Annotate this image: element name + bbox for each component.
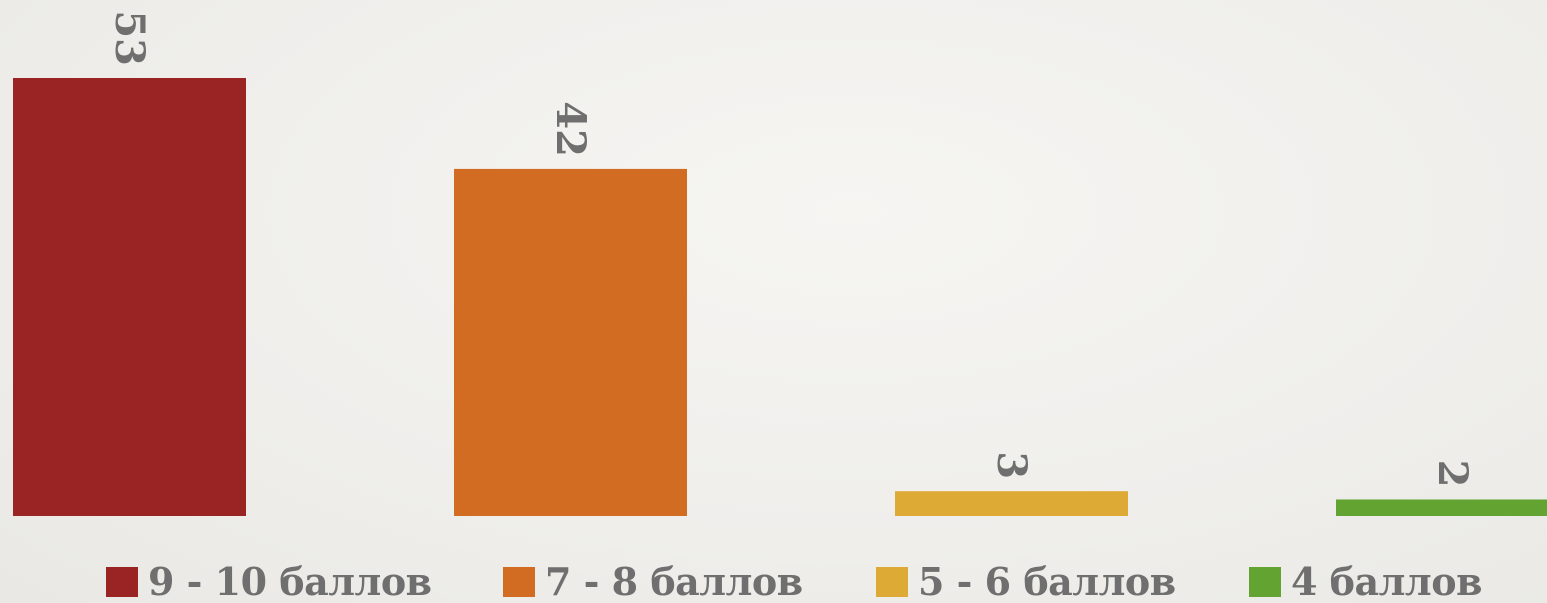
legend-item-1: 7 - 8 баллов xyxy=(503,562,803,602)
chart-plot-area: 53 42 3 2 xyxy=(13,10,1547,517)
legend-item-3: 4 баллов xyxy=(1249,562,1482,602)
bar-value-label-3: 2 xyxy=(1429,460,1476,488)
legend-label-2: 5 - 6 баллов xyxy=(918,559,1176,603)
bar-3 xyxy=(1336,499,1547,516)
bar-value-label-0: 53 xyxy=(106,10,153,66)
legend-swatch-3 xyxy=(1249,567,1281,597)
legend-label-3: 4 баллов xyxy=(1291,559,1482,603)
legend-swatch-2 xyxy=(876,567,908,597)
legend-swatch-0 xyxy=(106,567,138,597)
legend-swatch-1 xyxy=(503,567,535,597)
bar-0 xyxy=(13,78,246,516)
legend-label-0: 9 - 10 баллов xyxy=(148,559,432,603)
bar-value-label-1: 42 xyxy=(547,101,594,157)
legend-item-0: 9 - 10 баллов xyxy=(106,562,432,602)
legend-item-2: 5 - 6 баллов xyxy=(876,562,1176,602)
bar-1 xyxy=(454,168,687,517)
legend-label-1: 7 - 8 баллов xyxy=(545,559,803,603)
chart-legend: 9 - 10 баллов 7 - 8 баллов 5 - 6 баллов … xyxy=(0,556,1547,603)
bar-2 xyxy=(895,491,1128,516)
bar-value-label-2: 3 xyxy=(988,451,1035,479)
